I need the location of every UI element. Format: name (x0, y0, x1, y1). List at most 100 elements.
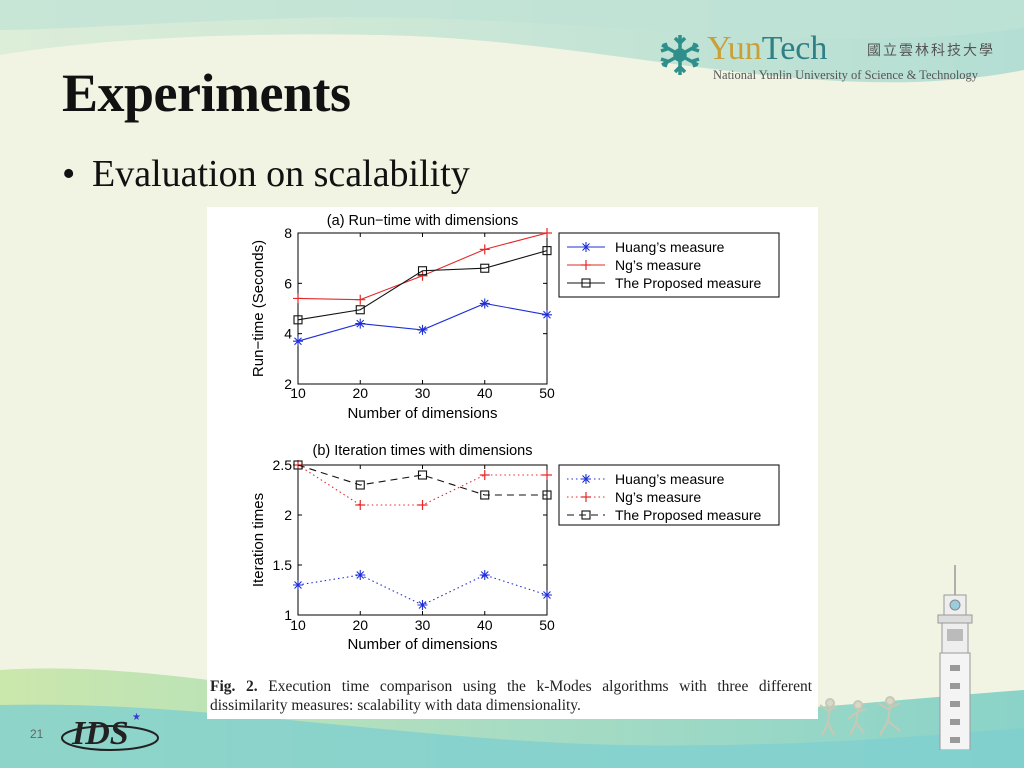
legend: Huang’s measure Ng’s measure The Proposed … (558, 464, 780, 526)
legend: Huang’s measure Ng’s measure The Proposed … (558, 232, 780, 298)
chart-iteration: (b) Iteration times with dimensions Numbe… (250, 443, 780, 653)
figure-caption: Fig. 2. Execution time comparison using … (210, 677, 812, 715)
chart-title: (a) Run−time with dimensions (327, 213, 518, 229)
x-tick-label: 30 (415, 385, 431, 401)
y-tick-label: 2.5 (273, 457, 293, 473)
marker-square (480, 263, 490, 273)
clock-tower-illustration (937, 565, 973, 750)
logo-english-name: National Yunlin University of Science & … (713, 68, 979, 82)
x-tick-label: 50 (539, 617, 555, 633)
marker-star (542, 309, 552, 320)
x-tick-label: 10 (290, 617, 306, 633)
chart-runtime: (a) Run−time with dimensions Number of di… (250, 213, 780, 422)
y-axis-label: Run−time (Seconds) (250, 240, 267, 377)
x-tick-label: 50 (539, 385, 555, 401)
x-tick-label: 30 (415, 617, 431, 633)
caption-text: Execution time comparison using the k-Mo… (210, 678, 813, 714)
ids-lab-logo: IDS ★ (61, 712, 159, 752)
marker-square (293, 315, 303, 325)
y-axis-label: Iteration times (250, 493, 267, 587)
series-2 (293, 246, 552, 325)
marker-plus (479, 244, 490, 255)
marker-square (417, 266, 428, 276)
marker-plus (417, 500, 428, 510)
marker-plus (355, 500, 366, 510)
x-axis-label: Number of dimensions (347, 636, 497, 653)
marker-square (355, 480, 365, 490)
ids-logo-text: IDS (71, 715, 129, 752)
marker-star (417, 600, 428, 610)
x-axis-label: Number of dimensions (347, 405, 497, 422)
x-tick-label: 10 (290, 385, 306, 401)
plot-area (297, 232, 548, 385)
marker-plus (355, 294, 366, 305)
yuntech-logo: YunTech 國立雲林科技大學 National Yunlin Univers… (655, 28, 1015, 88)
marker-square (480, 490, 490, 500)
marker-square (417, 470, 428, 480)
y-tick-label: 2 (284, 376, 292, 392)
marker-plus (542, 228, 552, 238)
marker-star (293, 336, 303, 347)
marker-square (542, 490, 552, 500)
marker-star (293, 580, 303, 590)
marker-square (355, 305, 365, 315)
bullet-dot: • (62, 153, 76, 195)
marker-star (355, 570, 366, 580)
marker-square (581, 510, 591, 520)
marker-plus (293, 293, 303, 304)
series-2 (293, 460, 552, 500)
marker-star (581, 242, 591, 252)
series-1 (293, 228, 552, 305)
marker-star (479, 298, 490, 309)
y-tick-label: 4 (284, 326, 292, 342)
y-tick-label: 8 (284, 225, 292, 241)
legend-label: The Proposed measure (615, 507, 762, 523)
y-tick-label: 2 (284, 507, 292, 523)
figure-panel: (a) Run−time with dimensions Number of di… (207, 207, 818, 719)
x-tick-label: 20 (352, 617, 368, 633)
series-0 (293, 298, 552, 347)
legend-label: Huang’s measure (615, 239, 725, 255)
marker-star (479, 570, 490, 580)
dancers-illustration (819, 696, 901, 736)
marker-plus (542, 470, 552, 480)
marker-square (293, 460, 303, 470)
marker-star (581, 474, 591, 484)
logo-chinese-name: 國立雲林科技大學 (867, 43, 995, 59)
marker-plus (581, 492, 591, 502)
slide-title: Experiments (62, 63, 351, 123)
snowflake-emblem-icon (660, 35, 700, 75)
svg-text:★: ★ (132, 712, 141, 723)
logo-wordmark: YunTech (707, 30, 827, 68)
x-tick-label: 40 (477, 385, 493, 401)
marker-plus (581, 260, 591, 270)
legend-label: Huang’s measure (615, 471, 725, 487)
marker-plus (417, 270, 428, 281)
legend-label: Ng’s measure (615, 489, 701, 505)
x-tick-label: 20 (352, 385, 368, 401)
plot-area (297, 464, 548, 616)
logo-name-part2: Tech (761, 30, 828, 67)
y-tick-label: 6 (284, 275, 292, 291)
series-1 (293, 460, 552, 510)
page-number: 21 (30, 727, 44, 741)
chart-title: (b) Iteration times with dimensions (313, 443, 533, 459)
x-tick-label: 40 (477, 617, 493, 633)
y-tick-label: 1 (284, 607, 292, 623)
marker-star (417, 324, 428, 335)
marker-square (542, 246, 552, 256)
y-tick-label: 1.5 (273, 557, 293, 573)
caption-label: Fig. 2. (210, 678, 258, 695)
series-line (297, 250, 548, 321)
bullet-text: Evaluation on scalability (92, 153, 470, 195)
logo-name-part1: Yun (707, 30, 762, 67)
charts-svg: (a) Run−time with dimensions Number of di… (250, 213, 780, 653)
marker-square (581, 278, 591, 288)
marker-star (355, 318, 366, 329)
legend-label: The Proposed measure (615, 275, 762, 291)
series-0 (293, 570, 552, 610)
marker-plus (479, 470, 490, 480)
bullet-item: • Evaluation on scalability (62, 152, 470, 196)
legend-label: Ng’s measure (615, 257, 701, 273)
marker-star (542, 590, 552, 600)
